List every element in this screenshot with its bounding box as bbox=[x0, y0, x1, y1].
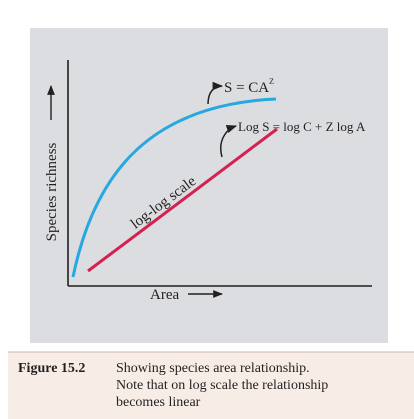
x-axis-label: Area bbox=[150, 287, 179, 303]
caption-number: Figure 15.2 bbox=[18, 361, 85, 376]
plot-panel bbox=[30, 28, 388, 343]
curve-arrow bbox=[207, 81, 224, 105]
line-label: Log S = log C + Z log A bbox=[238, 119, 366, 134]
caption-line: Note that on log scale the relationship bbox=[116, 378, 328, 393]
log-log-line bbox=[87, 127, 278, 273]
caption-box bbox=[8, 352, 414, 419]
caption-line: becomes linear bbox=[116, 395, 201, 410]
species-area-curve bbox=[71, 97, 277, 278]
caption-line: Showing species area relationship. bbox=[116, 361, 310, 376]
curve-label: S = CAZ bbox=[224, 77, 274, 96]
y-axis-label: Species richness bbox=[44, 142, 60, 241]
line-arrow bbox=[220, 125, 237, 158]
